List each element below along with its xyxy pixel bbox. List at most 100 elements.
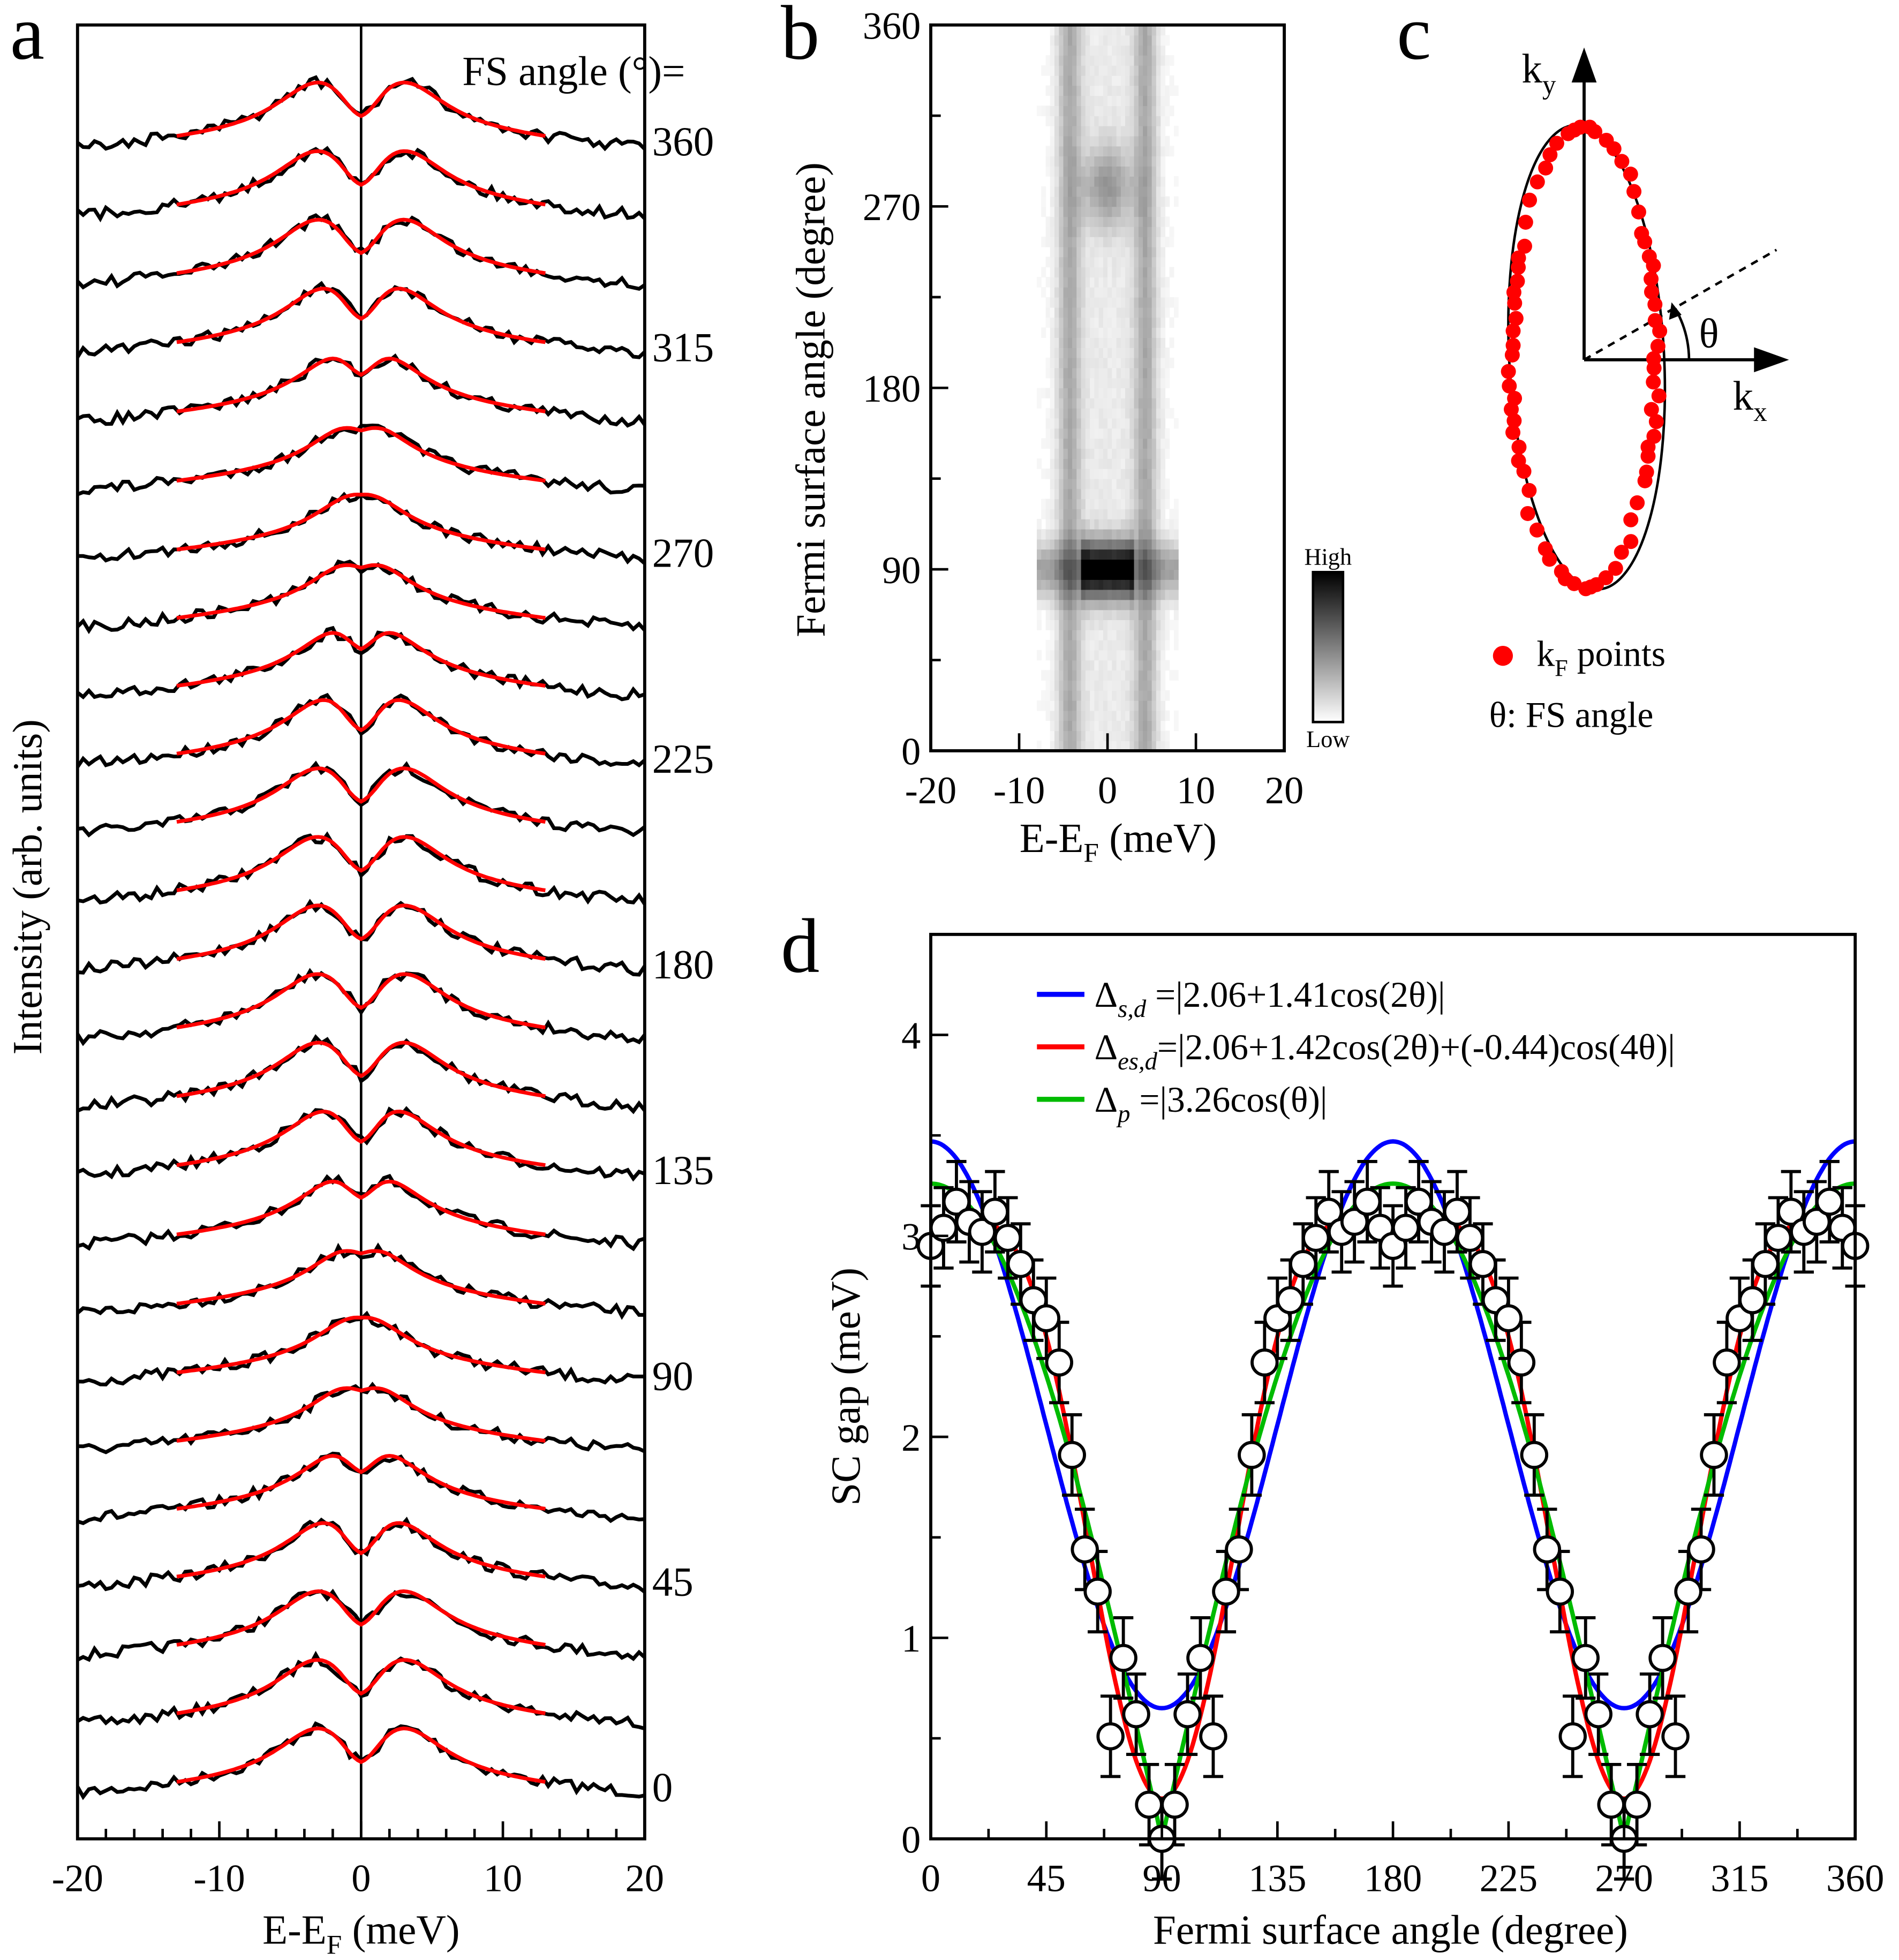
heatmap-cell [1129,125,1135,137]
heatmap-cell [1098,579,1104,590]
heatmap-cell [1072,559,1077,570]
heatmap-cell [1116,277,1121,288]
heatmap-cell [1125,287,1130,298]
heatmap-cell [1129,317,1135,328]
heatmap-cell [1134,105,1139,116]
data-point [1122,1700,1150,1729]
heatmap-cell [1143,710,1148,721]
heatmap-cell [1160,478,1166,489]
heatmap-cell [1059,448,1064,459]
kf-point [1608,561,1623,576]
heatmap-cell [1054,700,1059,711]
kf-point [1504,347,1520,363]
heatmap-cell [1151,186,1157,197]
heatmap-cell [1125,509,1130,519]
heatmap-cell [1098,297,1104,308]
heatmap-cell [1112,599,1117,610]
heatmap-cell [1165,55,1170,66]
heatmap-cell [1151,125,1157,137]
heatmap-cell [1134,146,1139,157]
heatmap-cell [1165,216,1170,227]
heatmap-cell [1160,680,1166,691]
ky-arrowhead-icon [1571,47,1597,82]
heatmap-cell [1107,549,1112,560]
heatmap-cell [1147,55,1152,66]
heatmap-cell [1165,599,1170,610]
heatmap-cell [1120,337,1126,348]
heatmap-cell [1112,680,1117,691]
kf-point [1641,249,1657,265]
heatmap-cell [1076,75,1082,86]
heatmap-cell [1165,589,1170,600]
heatmap-cell [1094,45,1099,56]
heatmap-cell [1085,257,1090,268]
heatmap-cell [1085,135,1090,147]
heatmap-cell [1050,206,1055,217]
heatmap-cell [1085,448,1090,459]
heatmap-cell [1103,519,1108,530]
heatmap-cell [1067,166,1073,177]
heatmap-cell [1094,105,1099,116]
heatmap-cell [1085,105,1090,116]
heatmap-cell [1147,660,1152,671]
heatmap-cell [1112,186,1117,197]
heatmap-cell [1116,539,1121,550]
heatmap-cell [1165,378,1170,389]
heatmap-cell [1076,509,1082,519]
heatmap-cell [1081,569,1086,580]
heatmap-cell [1125,620,1130,630]
heatmap-cell [1134,398,1139,409]
heatmap-cell [1059,478,1064,489]
kf-point [1646,374,1661,390]
heatmap-cell [1103,710,1108,721]
heatmap-cell [1045,650,1051,661]
heatmap-cell [1103,75,1108,86]
heatmap-cell [1107,478,1112,489]
heatmap-cell [1125,277,1130,288]
heatmap-cell [1085,166,1090,177]
x-tick-label: 315 [1710,1857,1768,1900]
heatmap-cell [1067,388,1073,398]
heatmap-cell [1143,741,1148,751]
heatmap-cell [1151,660,1157,671]
heatmap-cell [1125,125,1130,137]
heatmap-cell [1156,146,1161,157]
heatmap-cell [1103,741,1108,751]
heatmap-cell [1076,589,1082,600]
heatmap-cell [1063,428,1068,439]
heatmap-cell [1085,599,1090,610]
heatmap-cell [1165,559,1170,570]
heatmap-cell [1112,428,1117,439]
heatmap-cell [1138,408,1143,419]
heatmap-cell [1143,660,1148,671]
heatmap-cell [1138,347,1143,358]
heatmap-cell [1103,378,1108,389]
heatmap-cell [1138,639,1143,651]
heatmap-cell [1129,297,1135,308]
heatmap-cell [1059,35,1064,46]
heatmap-cell [1112,448,1117,459]
heatmap-cell [1151,307,1157,318]
heatmap-cell [1112,45,1117,56]
heatmap-cell [1125,499,1130,510]
heatmap-cell [1076,438,1082,449]
heatmap-cell [1076,660,1082,671]
heatmap-cell [1160,55,1166,66]
heatmap-cell [1094,670,1099,681]
heatmap-cell [1045,297,1051,308]
heatmap-cell [1090,639,1095,651]
heatmap-cell [1129,196,1135,207]
heatmap-cell [1085,549,1090,560]
heatmap-cell [1129,216,1135,227]
heatmap-cell [1072,317,1077,328]
heatmap-cell [1050,307,1055,318]
heatmap-cell [1138,478,1143,489]
heatmap-cell [1094,438,1099,449]
edc-fit-curve [176,356,546,413]
heatmap-cell [1129,559,1135,570]
heatmap-cell [1072,549,1077,560]
heatmap-cell [1120,741,1126,751]
heatmap-cell [1103,85,1108,96]
heatmap-cell [1081,589,1086,600]
heatmap-cell [1098,116,1104,126]
